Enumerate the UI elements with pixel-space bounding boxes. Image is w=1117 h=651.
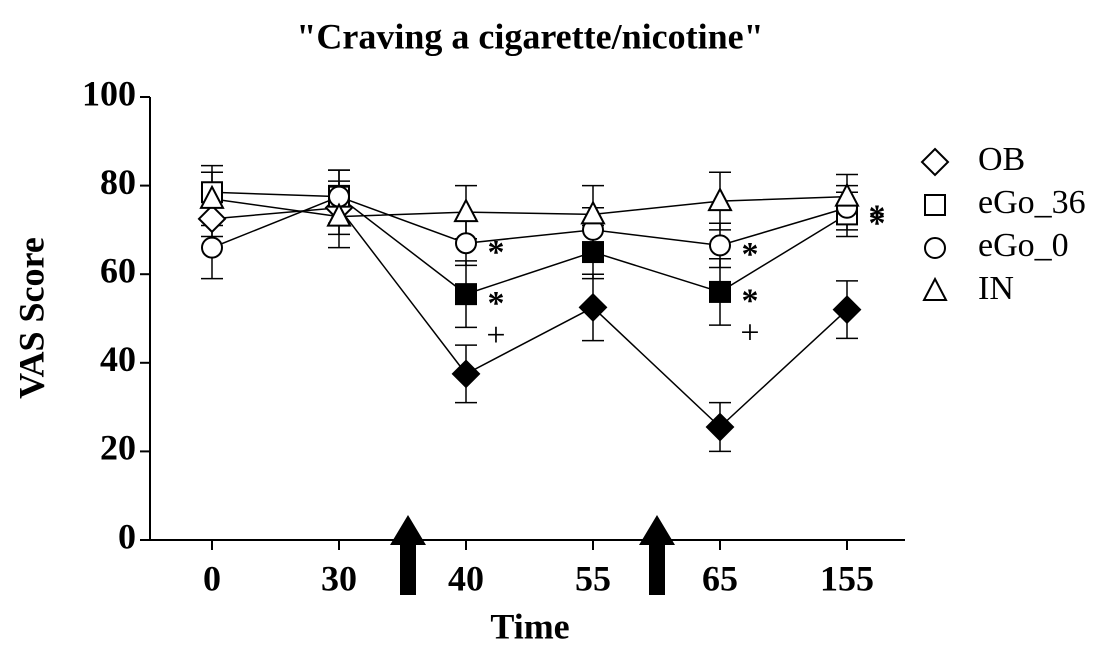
x-tick-label: 0 [203, 558, 221, 598]
x-tick-label: 155 [820, 558, 874, 598]
legend-label: IN [978, 270, 1014, 307]
legend-label: eGo_0 [978, 227, 1069, 264]
dose-arrow [390, 515, 426, 595]
data-point [201, 236, 223, 259]
y-tick-label: 40 [100, 339, 136, 379]
data-point [582, 241, 604, 264]
y-axis-label: VAS Score [11, 237, 51, 399]
data-point [197, 204, 227, 234]
legend-label: eGo_36 [978, 184, 1086, 221]
dose-arrow [639, 515, 675, 595]
x-tick-label: 55 [575, 558, 611, 598]
annotation: * [488, 285, 505, 322]
y-tick-label: 80 [100, 162, 136, 202]
x-axis-label: Time [490, 606, 569, 646]
y-tick-label: 100 [82, 73, 136, 113]
annotation: * [869, 199, 886, 236]
x-tick-label: 40 [448, 558, 484, 598]
x-tick-label: 65 [702, 558, 738, 598]
chart-title: "Craving a cigarette/nicotine" [296, 16, 763, 56]
series-line [211, 195, 848, 218]
data-point [709, 234, 731, 257]
data-point [455, 283, 477, 306]
annotation: * [488, 234, 505, 271]
series-line [211, 191, 848, 295]
legend-marker [922, 276, 948, 301]
data-point [199, 184, 225, 209]
annotation: + [740, 315, 759, 352]
y-tick-label: 0 [118, 516, 136, 556]
data-point [707, 186, 733, 212]
y-tick-label: 20 [100, 428, 136, 468]
data-point [832, 295, 862, 325]
annotation: * [742, 283, 759, 320]
legend-marker [924, 194, 946, 216]
annotation: + [486, 317, 505, 354]
data-point [580, 200, 606, 225]
legend-marker [924, 237, 946, 259]
series-line [211, 195, 848, 249]
data-point [578, 293, 608, 322]
data-point [709, 280, 731, 303]
annotation: * [742, 236, 759, 273]
data-point [834, 182, 860, 207]
x-tick-label: 30 [321, 558, 357, 598]
data-point [453, 198, 479, 223]
y-tick-label: 60 [100, 250, 136, 290]
annotation: * [869, 205, 886, 242]
data-point [705, 412, 735, 442]
legend-label: OB [978, 141, 1025, 178]
data-point [451, 359, 481, 389]
legend-marker [920, 147, 950, 177]
data-point [455, 232, 477, 255]
series-line [211, 206, 848, 429]
data-point [326, 202, 352, 227]
